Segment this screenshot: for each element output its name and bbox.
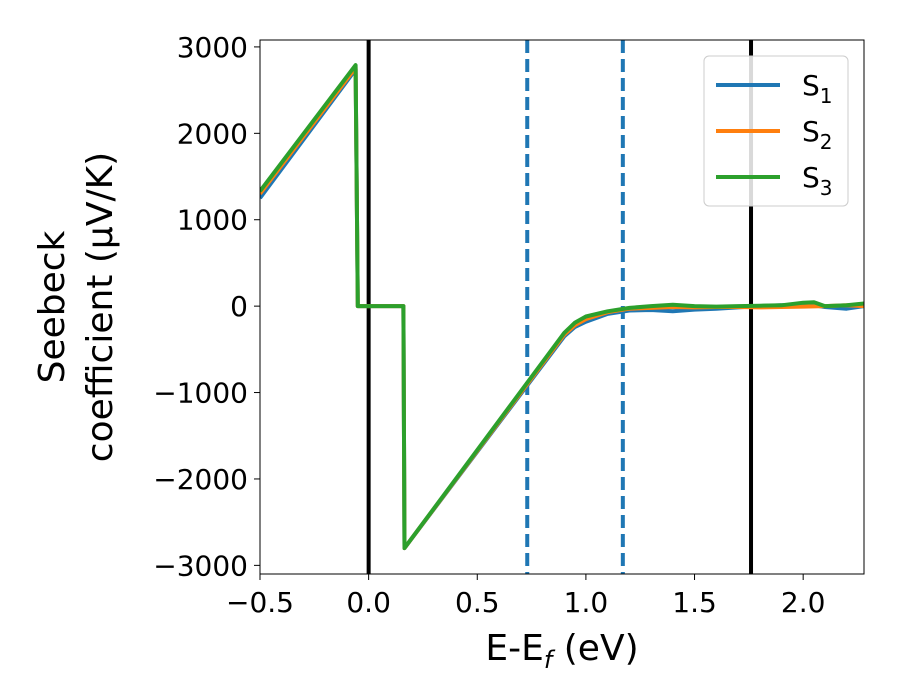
y-tick-label: 3000 xyxy=(177,31,248,64)
y-axis-title-line2: coefficient (μV/K) xyxy=(80,152,121,462)
legend-label-2: S2 xyxy=(802,115,833,154)
x-tick-label: 1.5 xyxy=(672,586,717,619)
y-tick-label: −3000 xyxy=(153,549,248,582)
y-axis-ticks: −3000 −2000 −1000 0 1000 2000 3000 xyxy=(153,31,260,582)
x-axis-ticks: −0.5 0.0 0.5 1.0 1.5 2.0 xyxy=(226,574,825,619)
legend: S1 S2 S3 xyxy=(703,55,849,207)
y-tick-label: 1000 xyxy=(177,204,248,237)
legend-label-1: S1 xyxy=(802,69,833,108)
x-axis-title: E-Ef (eV) xyxy=(485,628,638,674)
x-tick-label: −0.5 xyxy=(226,586,294,619)
y-axis-title: Seebeck coefficient (μV/K) xyxy=(32,152,121,462)
series-line-3 xyxy=(260,63,864,551)
y-tick-label: 2000 xyxy=(177,117,248,150)
x-axis-title-main: E-E xyxy=(485,628,543,669)
y-tick-label: −1000 xyxy=(153,377,248,410)
series-lines xyxy=(260,63,864,551)
x-tick-label: 0.0 xyxy=(346,586,391,619)
x-axis-title-tail: (eV) xyxy=(552,628,638,669)
y-axis-title-line1: Seebeck xyxy=(32,230,73,383)
x-tick-label: 2.0 xyxy=(781,586,826,619)
x-tick-label: 1.0 xyxy=(564,586,609,619)
legend-label-3: S3 xyxy=(802,161,833,200)
plot-frame xyxy=(259,39,865,575)
x-tick-label: 0.5 xyxy=(455,586,500,619)
y-tick-label: 0 xyxy=(230,290,248,323)
y-tick-label: −2000 xyxy=(153,463,248,496)
